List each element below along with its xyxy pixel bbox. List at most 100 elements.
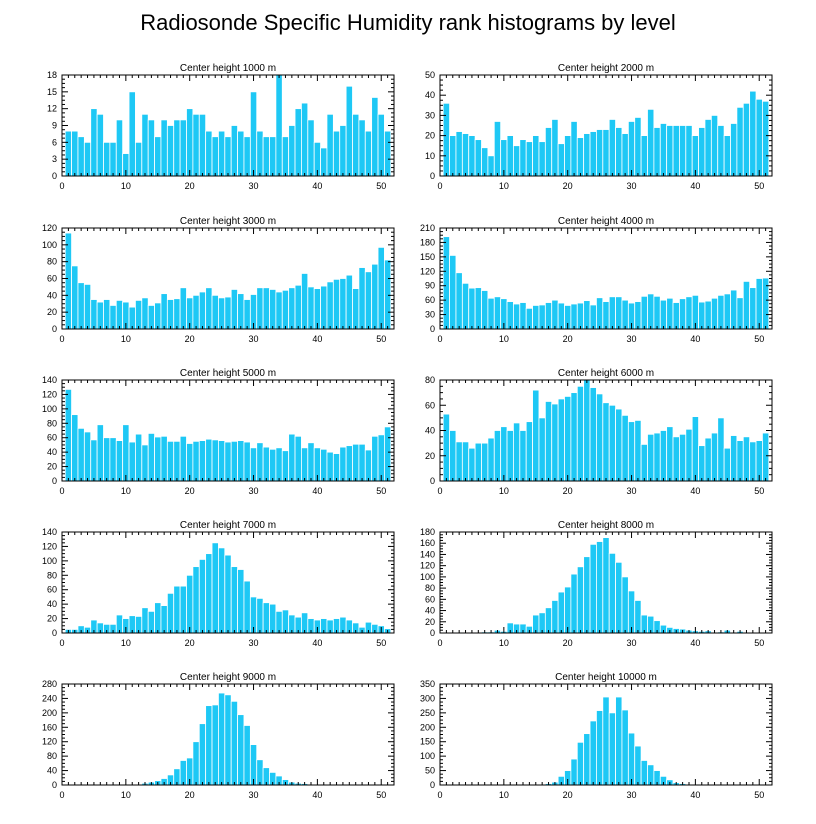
panel-title: Center height 1000 m [180, 63, 276, 74]
bar [301, 447, 309, 482]
bar [615, 296, 623, 330]
x-tick-label: 0 [59, 790, 64, 800]
bar [627, 121, 636, 177]
bar [615, 408, 623, 482]
bar [205, 287, 213, 330]
bar [256, 287, 264, 330]
bar [224, 554, 232, 634]
y-tick-label: 250 [420, 708, 435, 718]
bar [666, 125, 674, 177]
bar [557, 302, 565, 330]
bar [173, 119, 181, 177]
x-tick-label: 10 [499, 790, 509, 800]
y-tick-label: 100 [420, 572, 435, 582]
bar [455, 441, 463, 482]
bar [679, 298, 687, 330]
bar [519, 430, 527, 482]
bar [691, 135, 699, 177]
bar [647, 433, 655, 482]
bar [141, 444, 149, 482]
y-tick-label: 0 [52, 780, 57, 790]
bar [96, 113, 104, 177]
y-tick-label: 30 [425, 110, 435, 120]
bar [198, 723, 207, 786]
bar [749, 287, 757, 330]
bar [538, 141, 546, 177]
bar [621, 414, 629, 482]
x-tick-label: 50 [376, 790, 386, 800]
bar [115, 299, 124, 330]
y-tick-label: 160 [420, 538, 435, 548]
x-tick-label: 0 [437, 181, 442, 191]
y-tick-label: 180 [420, 237, 435, 247]
bar [262, 136, 270, 177]
bar [544, 127, 553, 177]
bar [320, 448, 328, 482]
panel-title: Center height 2000 m [558, 63, 654, 74]
bar [64, 232, 72, 330]
bar [269, 136, 277, 177]
bar [352, 288, 360, 330]
x-tick-label: 40 [312, 638, 322, 648]
bar [608, 712, 616, 786]
bar [339, 446, 347, 482]
bar [269, 289, 277, 330]
bar [147, 432, 155, 482]
bar [160, 119, 168, 177]
y-tick-label: 160 [42, 722, 57, 732]
x-tick-label: 40 [690, 486, 700, 496]
bar [474, 287, 482, 330]
bar [493, 121, 502, 177]
bar [173, 440, 181, 482]
bar [710, 297, 719, 330]
bar [621, 133, 629, 177]
bar [198, 113, 207, 177]
bar [755, 278, 763, 330]
y-tick-label: 40 [47, 599, 57, 609]
bar [589, 304, 597, 330]
y-tick-label: 30 [425, 310, 435, 320]
y-tick-label: 120 [42, 541, 57, 551]
bar [186, 108, 194, 177]
bar [179, 760, 187, 786]
y-tick-label: 20 [47, 614, 57, 624]
bar [717, 294, 725, 330]
bar [570, 573, 578, 634]
y-tick-label: 50 [425, 70, 435, 80]
bar [147, 610, 155, 634]
bar [243, 580, 251, 634]
y-tick-label: 60 [425, 594, 435, 604]
bar [294, 108, 302, 177]
bar [243, 725, 251, 786]
bar [500, 426, 508, 482]
x-tick-label: 0 [59, 638, 64, 648]
bar [506, 135, 514, 177]
bar [640, 295, 648, 330]
x-tick-label: 40 [690, 181, 700, 191]
bar [659, 430, 668, 482]
bar [455, 272, 463, 330]
y-tick-label: 20 [47, 307, 57, 317]
x-tick-label: 0 [59, 181, 64, 191]
bar [364, 130, 373, 177]
bar [596, 541, 604, 634]
bar [449, 135, 457, 177]
bar [615, 127, 623, 177]
bar [281, 136, 290, 177]
x-tick-label: 10 [121, 181, 131, 191]
y-tick-label: 50 [425, 766, 435, 776]
x-tick-label: 50 [754, 638, 764, 648]
bar [275, 291, 283, 330]
bar [205, 438, 213, 482]
x-tick-label: 0 [59, 334, 64, 344]
y-tick-label: 120 [42, 737, 57, 747]
bar [525, 141, 533, 177]
bar [742, 280, 751, 330]
bar [551, 299, 559, 330]
y-tick-label: 60 [425, 400, 435, 410]
bar [205, 705, 213, 786]
bar [602, 301, 610, 330]
y-tick-label: 40 [47, 290, 57, 300]
bar [288, 125, 296, 177]
